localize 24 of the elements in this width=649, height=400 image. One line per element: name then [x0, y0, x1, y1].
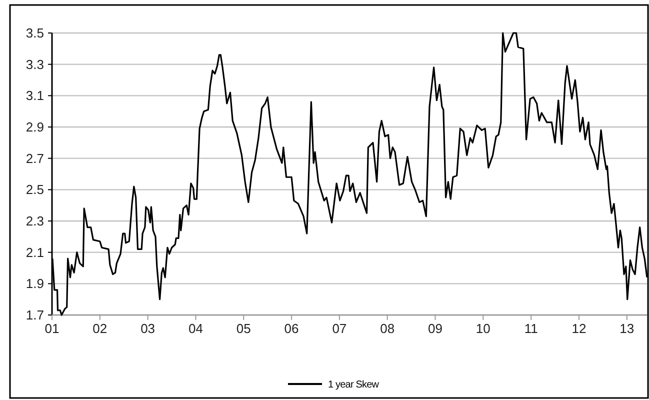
y-tick-label: 2.1: [26, 244, 44, 260]
x-tick-label: 08: [380, 321, 395, 336]
y-tick-label: 2.5: [26, 182, 44, 198]
x-tick-label: 07: [332, 321, 347, 336]
x-tick-label: 03: [140, 321, 156, 336]
x-tick-label: 13: [620, 321, 634, 336]
x-tick-label: 11: [524, 321, 538, 336]
x-tick-label: 04: [188, 321, 203, 336]
y-tick-label: 2.7: [26, 150, 44, 166]
x-tick-label: 01: [44, 321, 60, 336]
y-tick-label: 1.9: [26, 276, 44, 292]
x-tick-label: 02: [92, 321, 108, 336]
x-tick-label: 05: [236, 321, 251, 336]
x-tick-label: 10: [476, 321, 490, 336]
x-tick-label: 12: [572, 321, 586, 336]
legend-label: 1 year Skew: [328, 380, 380, 390]
y-tick-label: 2.9: [26, 120, 44, 135]
x-tick-label: 09: [428, 321, 442, 336]
y-tick-label: 3.5: [26, 26, 44, 41]
y-tick-label: 1.7: [26, 308, 44, 323]
y-tick-label: 3.1: [26, 88, 44, 104]
x-tick-label: 06: [284, 321, 299, 336]
y-tick-label: 2.3: [26, 214, 44, 229]
y-tick-label: 3.3: [26, 56, 44, 72]
